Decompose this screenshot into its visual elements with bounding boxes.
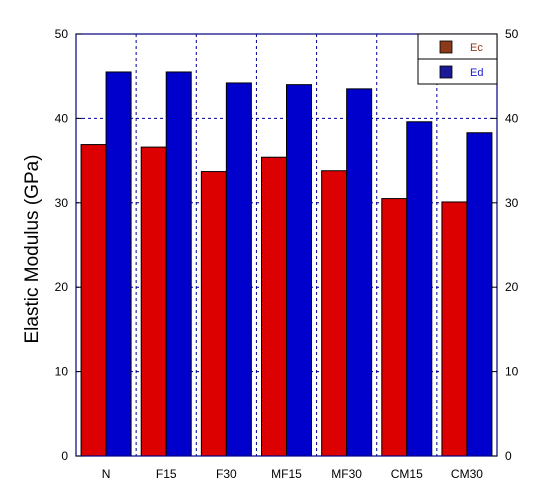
bar-ed-n: [105, 71, 132, 457]
bars-layer: [80, 71, 493, 457]
bar-ec-f30: [200, 171, 227, 457]
x-tick-label: N: [102, 467, 111, 481]
bar-ec-cm30: [441, 201, 468, 457]
y-tick-label-right: 30: [505, 196, 519, 210]
y-tick-label-left: 30: [55, 196, 69, 210]
x-tick-label: CM15: [391, 467, 423, 481]
legend: Ec Ed: [417, 33, 498, 85]
y-tick-label-right: 50: [505, 27, 519, 41]
legend-label-ec: Ec: [470, 42, 483, 54]
bar-ed-f15: [165, 71, 192, 457]
legend-swatch-ec: [439, 40, 453, 54]
y-tick-label-right: 0: [505, 449, 512, 463]
bar-ec-mf30: [321, 170, 348, 457]
y-tick-label-right: 40: [505, 111, 519, 125]
y-tick-label-right: 20: [505, 280, 519, 294]
y-axis-title: Elastic Modulus (GPa): [22, 154, 43, 343]
bar-ed-mf30: [346, 88, 373, 457]
x-tick-label: F15: [156, 467, 177, 481]
y-tick-label-left: 20: [55, 280, 69, 294]
y-tick-label-left: 40: [55, 111, 69, 125]
x-tick-label: CM30: [451, 467, 483, 481]
bar-ec-cm15: [381, 198, 408, 457]
x-tick-label: MF15: [271, 467, 302, 481]
y-tick-label-left: 50: [55, 27, 69, 41]
frame-layer: [75, 33, 498, 457]
x-tick-label: MF30: [331, 467, 362, 481]
bar-ec-n: [80, 144, 107, 457]
bar-ed-cm15: [406, 121, 433, 457]
bar-ec-mf15: [261, 156, 287, 457]
plot-frame: [75, 33, 498, 457]
x-tick-label: F30: [216, 467, 237, 481]
y-tick-label-right: 10: [505, 365, 519, 379]
labels-layer: N F15 F30 MF15 MF30 CM15 CM30 0 0 10 10 20 20 30 30 40 4…: [22, 27, 519, 481]
bar-ed-f30: [225, 82, 252, 457]
bar-ec-f15: [140, 146, 167, 457]
y-tick-label-left: 10: [55, 365, 69, 379]
y-tick-label-left: 0: [61, 449, 68, 463]
bar-ed-mf15: [286, 84, 312, 457]
legend-label-ed: Ed: [470, 67, 483, 79]
bar-ed-cm30: [466, 132, 493, 457]
legend-swatch-ed: [439, 65, 453, 79]
